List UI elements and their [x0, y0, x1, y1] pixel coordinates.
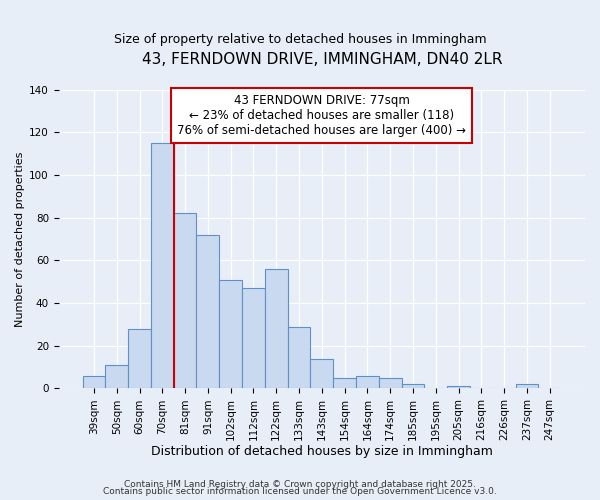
- Text: 43 FERNDOWN DRIVE: 77sqm
← 23% of detached houses are smaller (118)
76% of semi-: 43 FERNDOWN DRIVE: 77sqm ← 23% of detach…: [178, 94, 466, 137]
- Bar: [174, 214, 196, 388]
- Bar: [333, 378, 356, 388]
- Bar: [265, 269, 287, 388]
- Bar: [401, 384, 424, 388]
- Bar: [447, 386, 470, 388]
- Bar: [83, 376, 106, 388]
- X-axis label: Distribution of detached houses by size in Immingham: Distribution of detached houses by size …: [151, 444, 493, 458]
- Bar: [310, 358, 333, 388]
- Text: Contains HM Land Registry data © Crown copyright and database right 2025.: Contains HM Land Registry data © Crown c…: [124, 480, 476, 489]
- Bar: [356, 376, 379, 388]
- Y-axis label: Number of detached properties: Number of detached properties: [15, 152, 25, 326]
- Text: Size of property relative to detached houses in Immingham: Size of property relative to detached ho…: [113, 32, 487, 46]
- Bar: [515, 384, 538, 388]
- Bar: [151, 143, 174, 388]
- Title: 43, FERNDOWN DRIVE, IMMINGHAM, DN40 2LR: 43, FERNDOWN DRIVE, IMMINGHAM, DN40 2LR: [142, 52, 502, 68]
- Bar: [128, 328, 151, 388]
- Bar: [196, 234, 219, 388]
- Bar: [106, 365, 128, 388]
- Bar: [242, 288, 265, 388]
- Text: Contains public sector information licensed under the Open Government Licence v3: Contains public sector information licen…: [103, 488, 497, 496]
- Bar: [219, 280, 242, 388]
- Bar: [287, 326, 310, 388]
- Bar: [379, 378, 401, 388]
